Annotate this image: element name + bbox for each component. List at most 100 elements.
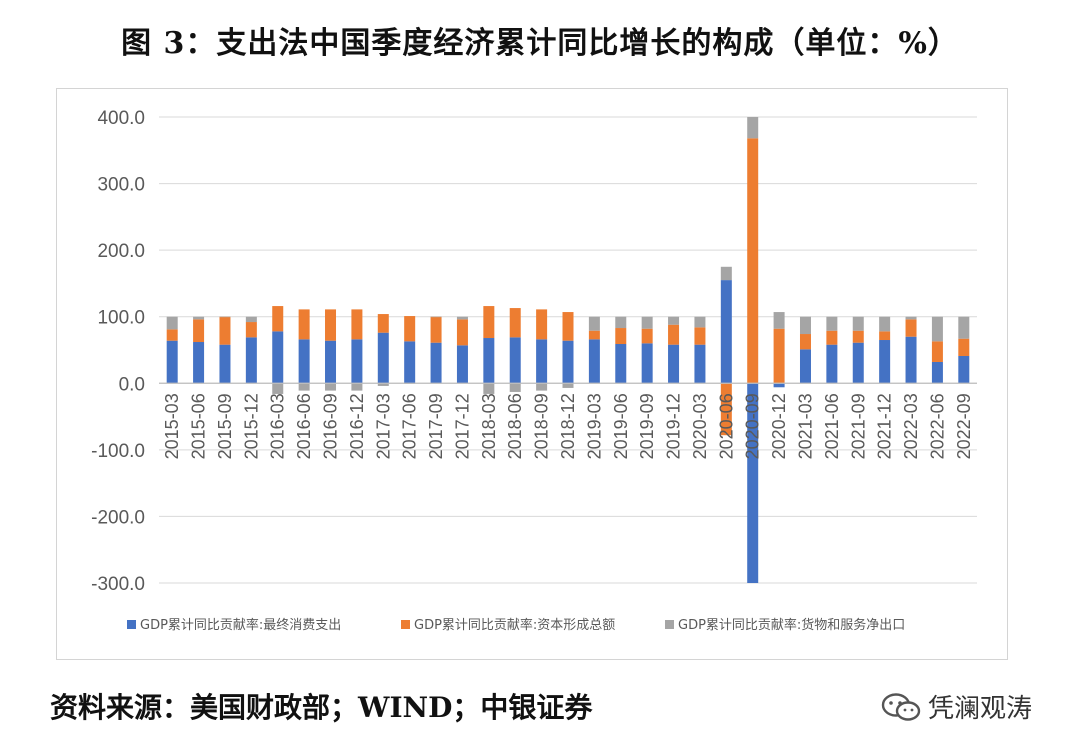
x-tick-label: 2016-06 bbox=[294, 393, 314, 459]
bar-segment bbox=[351, 309, 363, 340]
bar-segment bbox=[720, 280, 732, 384]
bar-segment bbox=[720, 383, 732, 436]
x-tick-label: 2021-03 bbox=[795, 393, 815, 459]
bar-segment bbox=[615, 344, 627, 384]
bar-segment bbox=[509, 308, 521, 338]
watermark: 凭澜观涛 bbox=[880, 688, 1032, 725]
bar-segment bbox=[404, 316, 416, 342]
x-tick-label: 2016-12 bbox=[347, 393, 367, 459]
x-tick-label: 2019-12 bbox=[664, 393, 684, 459]
bar-segment bbox=[641, 328, 653, 344]
y-tick-label: 200.0 bbox=[97, 241, 145, 262]
bar-segment bbox=[193, 342, 205, 384]
bar-segment bbox=[166, 340, 178, 384]
bar-segment bbox=[588, 330, 600, 340]
bar-segment bbox=[694, 327, 706, 345]
watermark-text: 凭澜观涛 bbox=[928, 694, 1033, 724]
bar-segment bbox=[325, 309, 337, 341]
bar-segment bbox=[325, 383, 337, 391]
chart-container: 400.0 300.0 200.0 100.0 0.0 -100.0 -200.0 -300.… bbox=[56, 88, 1008, 660]
bar-segment bbox=[166, 316, 178, 330]
bar-segment bbox=[351, 383, 363, 391]
bar-segment bbox=[272, 331, 284, 384]
bar-segment bbox=[325, 340, 337, 384]
x-tick-label: 2015-12 bbox=[241, 393, 261, 459]
x-tick-label: 2020-09 bbox=[743, 393, 763, 459]
bar-segment bbox=[588, 316, 600, 331]
y-tick-label: -300.0 bbox=[91, 574, 145, 595]
bar-segment bbox=[799, 316, 811, 335]
bar-segment bbox=[905, 336, 917, 384]
bar-segment bbox=[483, 306, 495, 339]
bar-segment bbox=[588, 339, 600, 384]
bar-segment bbox=[536, 383, 548, 391]
x-tick-label: 2015-09 bbox=[215, 393, 235, 459]
bar-segment bbox=[219, 344, 231, 384]
bar-segment bbox=[219, 316, 231, 345]
bar-segment bbox=[615, 328, 627, 345]
source-note: 资料来源：美国财政部；WIND；中银证券 bbox=[50, 691, 593, 724]
x-tick-label: 2017-06 bbox=[400, 393, 420, 459]
bar-segment bbox=[430, 342, 442, 384]
bar-segment bbox=[958, 355, 970, 384]
y-tick-label: 100.0 bbox=[97, 308, 145, 329]
bar-segment bbox=[905, 316, 917, 320]
bar-segment bbox=[272, 306, 284, 332]
x-tick-label: 2016-09 bbox=[321, 393, 341, 459]
bar-segment bbox=[852, 316, 864, 331]
bar-segment bbox=[879, 340, 891, 384]
x-tick-label: 2020-03 bbox=[690, 393, 710, 459]
x-tick-label: 2021-06 bbox=[822, 393, 842, 459]
bar-segment bbox=[272, 383, 284, 394]
x-tick-label: 2018-12 bbox=[558, 393, 578, 459]
x-tick-label: 2020-06 bbox=[716, 393, 736, 459]
bar-segment bbox=[931, 341, 943, 362]
x-tick-label: 2022-06 bbox=[927, 393, 947, 459]
bar-segment bbox=[747, 117, 759, 139]
bar-segment bbox=[509, 337, 521, 384]
bar-segment bbox=[536, 339, 548, 384]
bar-segment bbox=[615, 316, 627, 329]
bar-segment bbox=[694, 316, 706, 328]
bar-segment bbox=[668, 316, 680, 325]
x-tick-label: 2016-03 bbox=[268, 393, 288, 459]
bar-segment bbox=[931, 361, 943, 384]
x-tick-label: 2020-12 bbox=[769, 393, 789, 459]
bar-segment bbox=[773, 383, 785, 388]
bar-segment bbox=[377, 314, 389, 333]
bar-segment bbox=[747, 138, 759, 384]
bar-segment bbox=[430, 316, 442, 318]
bar-segment bbox=[562, 340, 574, 384]
x-tick-label: 2017-09 bbox=[426, 393, 446, 459]
x-tick-label: 2021-09 bbox=[848, 393, 868, 459]
bar-segment bbox=[826, 330, 838, 345]
x-tick-label: 2019-03 bbox=[584, 393, 604, 459]
legend-swatch bbox=[665, 620, 674, 629]
bar-segment bbox=[958, 316, 970, 339]
figure-title: 图 3：支出法中国季度经济累计同比增长的构成（单位：%） bbox=[121, 26, 959, 61]
bar-segment bbox=[905, 319, 917, 337]
x-tick-label: 2018-09 bbox=[532, 393, 552, 459]
legend-swatch bbox=[401, 620, 410, 629]
y-tick-label: -100.0 bbox=[91, 441, 145, 462]
legend-swatch bbox=[127, 620, 136, 629]
bar-segment bbox=[720, 266, 732, 281]
bar-segment bbox=[483, 338, 495, 384]
bar-segment bbox=[668, 344, 680, 384]
bar-segment bbox=[799, 334, 811, 350]
bar-segment bbox=[298, 383, 310, 391]
bar-segment bbox=[456, 319, 468, 346]
bar-segment bbox=[430, 316, 442, 343]
legend-label: GDP累计同比贡献率:资本形成总额 bbox=[414, 617, 615, 633]
x-tick-label: 2019-06 bbox=[611, 393, 631, 459]
wechat-icon bbox=[881, 692, 921, 721]
bar-segment bbox=[562, 312, 574, 341]
bar-segment bbox=[298, 309, 310, 340]
bar-segment bbox=[799, 349, 811, 384]
bar-segment bbox=[958, 338, 970, 356]
bar-segment bbox=[641, 316, 653, 329]
bar-segment bbox=[826, 316, 838, 331]
bar-segment bbox=[404, 341, 416, 384]
y-tick-label: 400.0 bbox=[97, 108, 145, 129]
bar-segment bbox=[245, 322, 257, 338]
